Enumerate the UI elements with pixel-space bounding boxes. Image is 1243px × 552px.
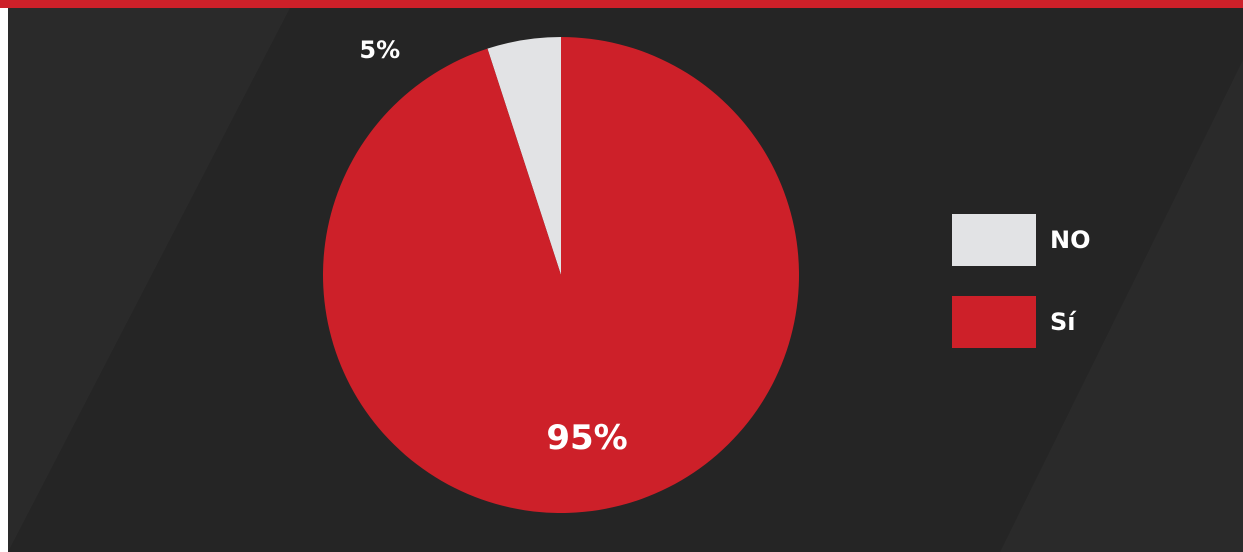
legend-swatch: [952, 296, 1036, 348]
legend-label: NO: [1050, 226, 1091, 254]
legend-swatch: [952, 214, 1036, 266]
slice-label: 95%: [546, 418, 627, 458]
pie-slice: [487, 37, 561, 275]
legend-label: Sí: [1050, 308, 1077, 336]
background-stripe: [8, 8, 290, 552]
background-stripe: [1000, 60, 1243, 552]
top-bar: [0, 0, 1243, 8]
pie-slice: [323, 37, 800, 514]
slice-label: 5%: [359, 36, 400, 64]
